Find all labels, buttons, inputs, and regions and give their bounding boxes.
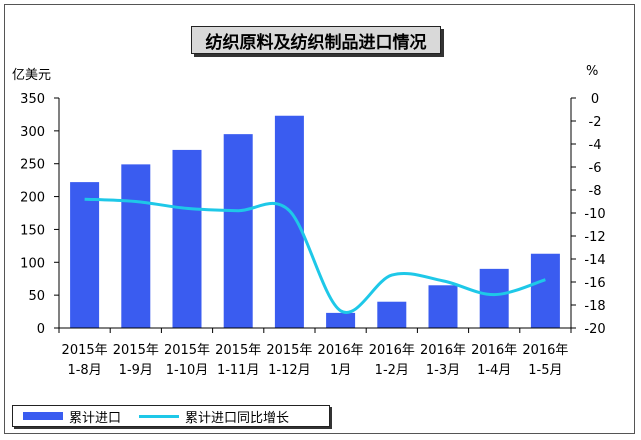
left-tick-label: 200 xyxy=(20,191,45,206)
x-tick-label-period: 1-2月 xyxy=(375,363,409,378)
legend: 累计进口 累计进口同比增长 xyxy=(12,405,330,427)
x-tick-label-period: 1-8月 xyxy=(67,363,101,378)
bar xyxy=(121,164,151,328)
right-tick-label: -16 xyxy=(584,276,605,291)
bar xyxy=(479,268,509,328)
right-tick-label: -20 xyxy=(584,322,605,337)
chart-title: 纺织原料及纺织制品进口情况 xyxy=(191,26,441,54)
x-tick-label-year: 2016年 xyxy=(420,343,466,358)
legend-swatch-line xyxy=(139,414,180,418)
legend-swatch-bars xyxy=(23,412,63,420)
legend-label-line: 累计进口同比增长 xyxy=(185,410,290,426)
x-tick-label-year: 2016年 xyxy=(471,343,517,358)
right-axis-unit: % xyxy=(586,64,599,79)
legend-label-bars: 累计进口 xyxy=(69,410,122,426)
x-tick-label-period: 1-3月 xyxy=(426,363,460,378)
x-tick-label-period: 1月 xyxy=(330,363,351,378)
bar xyxy=(530,253,560,328)
bar xyxy=(428,285,458,328)
x-tick-label-year: 2016年 xyxy=(522,343,568,358)
left-tick-label: 0 xyxy=(37,322,45,337)
right-tick-label: 0 xyxy=(591,92,599,107)
x-tick-label-period: 1-4月 xyxy=(477,363,511,378)
x-tick-label-period: 1-5月 xyxy=(528,363,562,378)
right-tick-label: -12 xyxy=(584,230,605,245)
bar xyxy=(274,115,304,328)
x-tick-label-year: 2015年 xyxy=(266,343,312,358)
x-tick-label-period: 1-10月 xyxy=(166,363,209,378)
left-tick-label: 350 xyxy=(20,92,45,107)
left-tick-label: 250 xyxy=(20,158,45,173)
x-tick-label-year: 2016年 xyxy=(369,343,415,358)
left-tick-label: 50 xyxy=(28,289,45,304)
left-axis-unit: 亿美元 xyxy=(12,68,52,83)
x-tick-label-year: 2015年 xyxy=(215,343,261,358)
left-tick-label: 100 xyxy=(20,256,45,271)
x-tick-label-period: 1-12月 xyxy=(268,363,311,378)
x-tick-label-year: 2015年 xyxy=(164,343,210,358)
x-tick-label-year: 2015年 xyxy=(62,343,108,358)
bar xyxy=(223,134,253,328)
right-tick-label: -4 xyxy=(589,138,602,153)
growth-line xyxy=(84,197,546,314)
right-tick-label: -2 xyxy=(589,115,602,130)
bar xyxy=(172,149,202,328)
x-tick-label-period: 1-11月 xyxy=(217,363,260,378)
right-tick-label: -18 xyxy=(584,299,605,314)
bar xyxy=(326,312,356,328)
x-tick-label-year: 2016年 xyxy=(318,343,364,358)
right-tick-label: -8 xyxy=(589,184,602,199)
bar xyxy=(377,301,407,328)
right-tick-label: -14 xyxy=(584,253,605,268)
x-tick-label-year: 2015年 xyxy=(113,343,159,358)
x-tick-label-period: 1-9月 xyxy=(119,363,153,378)
chart-frame xyxy=(4,4,635,434)
legend-item-bars: 累计进口 xyxy=(23,407,121,426)
legend-item-line: 累计进口同比增长 xyxy=(139,407,289,426)
bar xyxy=(70,182,100,328)
left-tick-label: 300 xyxy=(20,125,45,140)
left-tick-label: 150 xyxy=(20,223,45,238)
right-tick-label: -6 xyxy=(589,161,602,176)
right-tick-label: -10 xyxy=(584,207,605,222)
